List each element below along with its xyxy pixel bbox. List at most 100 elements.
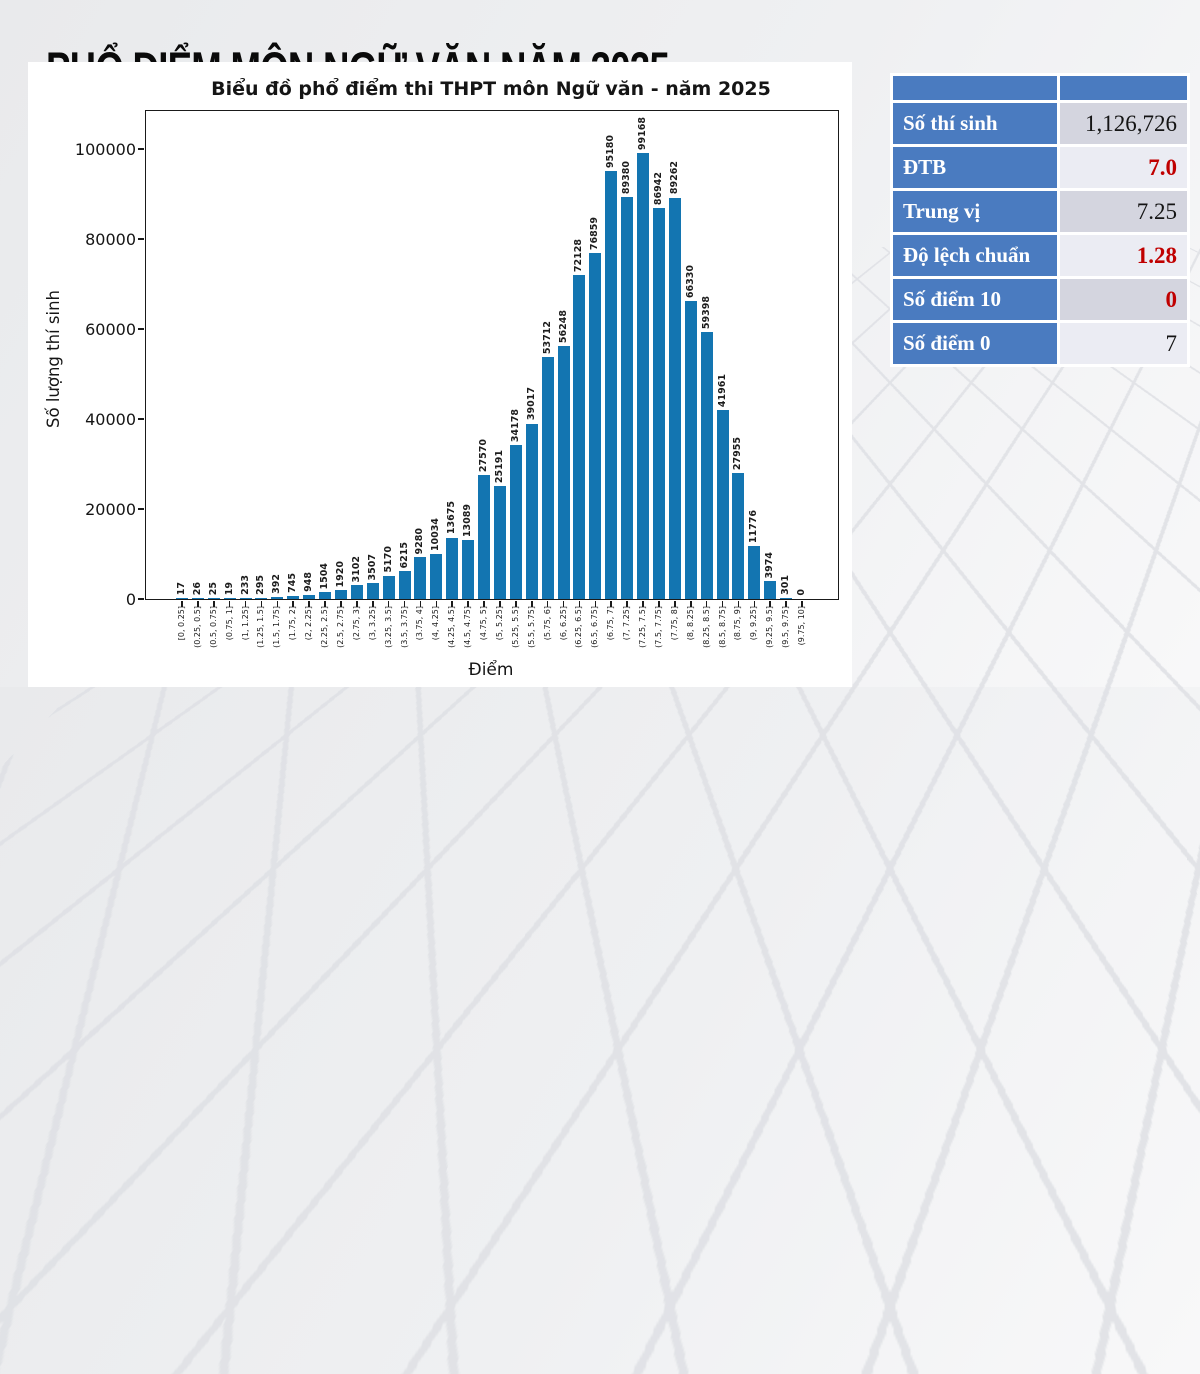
y-axis-title: Số lượng thí sinh: [44, 290, 63, 428]
bar: [191, 598, 204, 599]
bar-value-label: 3507: [366, 553, 378, 581]
y-tick-label: 80000: [85, 229, 136, 249]
bar-value-label: 25: [207, 582, 219, 596]
x-tick-mark: [260, 600, 263, 607]
x-tick-mark: [594, 600, 597, 607]
bar-value-label: 27955: [732, 437, 744, 471]
bar-value-label: 72128: [573, 238, 585, 272]
chart-title: Biểu đồ phổ điểm thi THPT môn Ngữ văn - …: [211, 78, 771, 100]
x-tick-label: (9, 9.25]: [749, 606, 759, 641]
x-tick-mark: [737, 600, 740, 607]
x-tick-mark: [658, 600, 660, 607]
x-axis-title: Điểm: [468, 660, 514, 680]
bar-value-label: 301: [780, 574, 792, 595]
bar-value-label: 3102: [350, 555, 362, 583]
x-tick-label: (6.25, 6.5]: [574, 606, 584, 648]
x-tick-label: (2, 2.25]: [304, 606, 314, 641]
stat-label: Số thí sinh: [893, 103, 1057, 144]
bar: [462, 540, 475, 599]
bar-value-label: 0: [796, 589, 808, 596]
bar-value-label: 19: [223, 582, 235, 596]
stat-label: Độ lệch chuẩn: [893, 235, 1057, 276]
x-tick-mark: [515, 600, 517, 607]
x-tick-mark: [785, 600, 787, 607]
bar: [382, 575, 395, 599]
bar-value-label: 66330: [684, 264, 696, 298]
chart-panel: Biểu đồ phổ điểm thi THPT môn Ngữ văn - …: [28, 62, 852, 687]
x-tick-mark: [451, 600, 454, 607]
stat-value: 7.0: [1060, 147, 1187, 188]
x-tick-mark: [244, 600, 247, 607]
x-tick-label: (4, 4.25]: [431, 606, 441, 641]
bar: [668, 197, 681, 599]
bar: [541, 357, 554, 599]
stats-header-label-cell: [893, 76, 1057, 100]
x-tick-label: (9.75, 10]: [797, 606, 807, 646]
bar-value-label: 41961: [716, 374, 728, 408]
x-tick-label: (8.5, 8.75]: [717, 606, 727, 648]
bar-value-label: 34178: [509, 409, 521, 443]
bar: [732, 473, 745, 599]
x-tick-mark: [689, 600, 692, 607]
bar-value-label: 89262: [668, 161, 680, 195]
bar: [446, 537, 459, 599]
statistics-table: Số thí sinh 1,126,726 ĐTB 7.0 Trung vị 7…: [890, 73, 1190, 367]
x-tick-label: (6.75, 7]: [606, 606, 616, 641]
x-tick-mark: [499, 600, 501, 607]
bar-value-label: 95180: [605, 134, 617, 168]
bar-value-label: 39017: [525, 387, 537, 421]
x-tick-mark: [324, 600, 326, 607]
bar-value-label: 59398: [700, 295, 712, 329]
x-tick-label: (0.25, 0.5]: [192, 606, 202, 648]
y-tick-mark: [138, 598, 145, 600]
y-tick-label: 40000: [85, 409, 136, 429]
bar: [430, 553, 443, 599]
x-tick-mark: [419, 600, 422, 607]
y-tick-label: 0: [125, 589, 136, 609]
x-tick-label: (8.25, 8.5]: [701, 606, 711, 648]
x-tick-mark: [562, 600, 565, 607]
bar: [478, 475, 491, 599]
bar: [334, 590, 347, 599]
x-tick-mark: [578, 600, 581, 607]
bar: [684, 300, 697, 599]
x-tick-mark: [276, 600, 279, 607]
x-tick-label: (1.75, 2]: [288, 606, 298, 641]
stats-header-value-cell: [1060, 76, 1187, 100]
bar-value-label: 56248: [557, 309, 569, 344]
bar-value-label: 745: [287, 572, 299, 593]
x-tick-label: (0.5, 0.75]: [208, 606, 218, 648]
bar-value-label: 6215: [398, 541, 410, 569]
x-tick-mark: [801, 600, 803, 607]
bar: [652, 207, 665, 599]
x-tick-label: (8, 8.25]: [685, 606, 695, 641]
x-tick-label: (7.5, 7.75]: [653, 606, 663, 648]
x-tick-label: (4.5, 4.75]: [463, 606, 473, 648]
x-tick-label: (5.5, 5.75]: [526, 606, 536, 648]
bar: [589, 253, 602, 599]
bar: [605, 170, 618, 599]
x-tick-label: (3.25, 3.5]: [383, 606, 393, 648]
x-tick-label: (1.25, 1.5]: [256, 606, 266, 648]
bar: [557, 346, 570, 599]
bar: [509, 445, 522, 599]
x-tick-label: (1, 1.25]: [240, 606, 250, 641]
bar-value-label: 948: [303, 571, 315, 592]
x-tick-label: (3, 3.25]: [367, 606, 377, 641]
x-tick-mark: [356, 600, 358, 607]
stat-value: 1.28: [1060, 235, 1187, 276]
x-tick-label: (8.75, 9]: [733, 606, 743, 641]
y-tick-mark: [138, 508, 145, 510]
bar-value-label: 27570: [478, 438, 490, 472]
bar-value-label: 13089: [462, 504, 474, 538]
bar: [716, 410, 729, 599]
x-tick-label: (3.5, 3.75]: [399, 606, 409, 648]
x-tick-label: (3.75, 4]: [415, 606, 425, 641]
bar-value-label: 89380: [621, 160, 633, 194]
x-tick-mark: [530, 600, 533, 607]
bar: [350, 585, 363, 599]
x-tick-mark: [435, 600, 438, 607]
bar: [366, 583, 379, 599]
x-tick-label: (2.25, 2.5]: [320, 606, 330, 648]
bar-value-label: 53712: [541, 321, 553, 355]
